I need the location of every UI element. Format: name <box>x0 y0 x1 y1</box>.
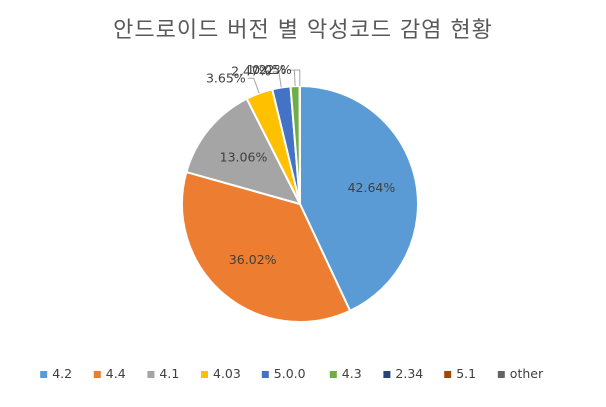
legend-swatch-5.1 <box>444 371 452 378</box>
legend-label-4.4: 4.4 <box>106 366 126 381</box>
legend-label-4.3: 4.3 <box>342 366 362 381</box>
legend-label-4.2: 4.2 <box>52 366 72 381</box>
chart-title: 안드로이드 버전 별 악성코드 감염 현황 <box>113 18 493 43</box>
legend-swatch-4.2 <box>40 371 48 378</box>
legend-label-5.0.0: 5.0.0 <box>274 366 306 381</box>
legend-label-other: other <box>510 366 544 381</box>
legend-swatch-4.1 <box>147 371 155 378</box>
legend-swatch-other <box>497 371 505 378</box>
legend-label-4.1: 4.1 <box>159 366 179 381</box>
data-label: 13.06% <box>220 150 268 165</box>
pie-slice-4.4 <box>181 170 352 323</box>
legend-swatch-4.3 <box>329 371 337 378</box>
data-label: 0.05% <box>252 62 292 77</box>
data-label: 1.22% <box>247 62 287 77</box>
leader-line <box>247 77 260 94</box>
data-label: 36.02% <box>229 252 277 267</box>
leader-line <box>293 69 301 86</box>
data-label: 42.64% <box>348 180 396 195</box>
legend-swatch-4.03 <box>201 371 208 378</box>
legend-label-4.03: 4.03 <box>213 366 241 381</box>
data-label: 2.47% <box>231 64 271 79</box>
leader-line <box>272 71 282 88</box>
legend-label-5.1: 5.1 <box>456 366 476 381</box>
legend-swatch-5.0.0 <box>261 371 269 378</box>
legend-swatch-4.4 <box>93 371 101 378</box>
pie-slice-4.2 <box>299 84 419 313</box>
data-label: 3.65% <box>206 70 246 85</box>
legend-label-2.34: 2.34 <box>395 366 423 381</box>
legend-swatch-2.34 <box>383 371 391 378</box>
pie-slice-4.1 <box>185 97 302 206</box>
